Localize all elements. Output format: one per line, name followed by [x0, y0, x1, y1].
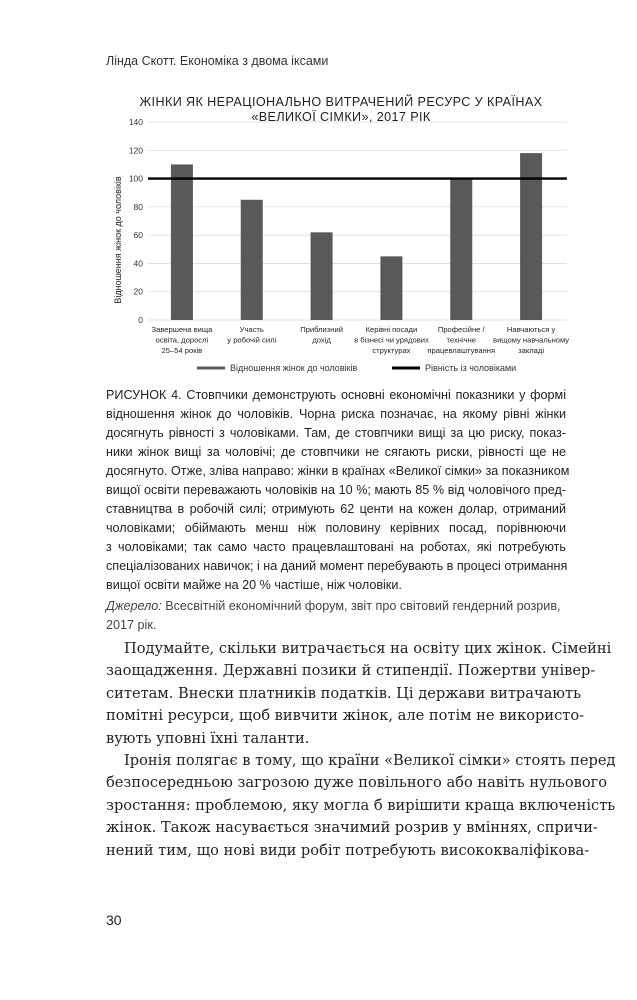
- caption-line: вищої освіти майже на 20 % частіше, ніж …: [106, 578, 402, 592]
- body-line: Подумайте, скільки витрачається на освіт…: [124, 640, 612, 657]
- x-tick-label: в бізнесі чи урядових: [354, 336, 429, 345]
- caption-line: ники жінок вищі за чоловічі; де стовпчик…: [106, 445, 566, 459]
- caption-line: спеціалізованих навичок; і на даний моме…: [106, 559, 568, 573]
- x-tick-label: структурах: [372, 346, 410, 355]
- body-text: Подумайте, скільки витрачається на освіт…: [106, 638, 616, 862]
- chart-title-line-2: «ВЕЛИКОЇ СІМКИ», 2017 РІК: [251, 110, 431, 124]
- x-tick-label: дохід: [312, 336, 331, 345]
- x-tick-label: у робочій силі: [227, 336, 276, 345]
- figure-caption: РИСУНОК 4. Стовпчики демонструють основн…: [106, 386, 570, 595]
- x-tick-label: Участь: [240, 325, 264, 334]
- bar: [310, 232, 333, 320]
- y-tick-label: 120: [129, 145, 143, 155]
- y-tick-label: 60: [134, 230, 144, 240]
- caption-line: чоловіками; обіймають менш ніж половину …: [106, 521, 566, 535]
- x-tick-label: Навчаються у: [507, 325, 556, 334]
- y-tick-label: 80: [134, 202, 144, 212]
- bar: [450, 178, 473, 320]
- x-tick-label: Завершена вища: [152, 325, 214, 334]
- chart-title-line-1: ЖІНКИ ЯК НЕРАЦІОНАЛЬНО ВИТРАЧЕНИЙ РЕСУРС…: [140, 94, 543, 109]
- caption-line: вищої освіти переважають чоловіків на 10…: [106, 483, 566, 497]
- x-tick-label: Керівні посади: [366, 325, 418, 334]
- caption-line: відношення жінок до чоловіків. Чорна рис…: [106, 407, 566, 421]
- source-label: Джерело:: [106, 599, 162, 613]
- legend-label-parity: Рівність із чоловіками: [425, 363, 516, 373]
- body-line: ситетам. Внески платників податків. Ці д…: [106, 684, 582, 702]
- y-tick-label: 40: [134, 258, 144, 268]
- y-tick-label: 140: [129, 117, 143, 127]
- source-text-1: Всесвітній економічний форум, звіт про с…: [161, 599, 561, 613]
- bar: [170, 164, 193, 320]
- legend: Відношення жінок до чоловіків Рівність і…: [197, 363, 516, 373]
- x-tick-label: освіта, дорослі: [156, 336, 209, 345]
- body-line: вують уповні їхні таланти.: [106, 729, 310, 747]
- y-tick-label: 0: [138, 315, 143, 325]
- x-tick-label: Професійне /: [438, 325, 486, 334]
- body-line: безпосередньою загрозою дуже повільного …: [106, 774, 608, 792]
- body-line: зростання: проблемою, яку могла б виріши…: [106, 796, 616, 814]
- figure-source: Джерело: Всесвітній економічний форум, з…: [106, 597, 566, 635]
- caption-line: РИСУНОК 4. Стовпчики демонструють основн…: [106, 388, 566, 402]
- bar: [520, 153, 543, 320]
- caption-line: з чоловіками; так само часто працевлашто…: [106, 540, 566, 554]
- bar: [380, 256, 403, 320]
- body-line: заощадження. Державні позики й стипендії…: [106, 662, 596, 680]
- x-tick-label: закладі: [518, 346, 544, 355]
- x-tick-label: технічне: [447, 336, 477, 345]
- running-head: Лінда Скотт. Економіка з двома іксами: [106, 54, 329, 68]
- bar: [240, 199, 263, 320]
- y-axis-label: Відношення жінок до чоловіків: [113, 176, 123, 304]
- legend-label-bars: Відношення жінок до чоловіків: [230, 363, 358, 373]
- body-line: нений тим, що нові види робіт потребують…: [106, 841, 590, 859]
- x-tick-label: Приблизний: [300, 325, 343, 334]
- y-tick-label: 100: [129, 174, 143, 184]
- page-number: 30: [106, 912, 122, 928]
- caption-line: ставництва в робочій силі; отримують 62 …: [106, 502, 566, 516]
- x-tick-label: 25–54 років: [162, 346, 203, 355]
- body-line: помітні ресурси, щоб вивчити жінок, але …: [106, 707, 585, 725]
- y-tick-label: 20: [134, 287, 144, 297]
- caption-line: досягнуто. Отже, зліва направо: жінки в …: [106, 464, 570, 478]
- source-text-2: 2017 рік.: [106, 618, 157, 632]
- caption-line: досягнуть рівності з чоловіками. Там, де…: [106, 426, 566, 440]
- bar-chart: ЖІНКИ ЯК НЕРАЦІОНАЛЬНО ВИТРАЧЕНИЙ РЕСУРС…: [113, 94, 569, 373]
- body-line: Іронія полягає в тому, що країни «Велико…: [124, 752, 616, 770]
- x-tick-label: працевлаштування: [427, 346, 495, 355]
- body-line: жінок. Також насувається значимий розрив…: [106, 819, 598, 837]
- x-tick-label: вищому навчальному: [493, 336, 569, 345]
